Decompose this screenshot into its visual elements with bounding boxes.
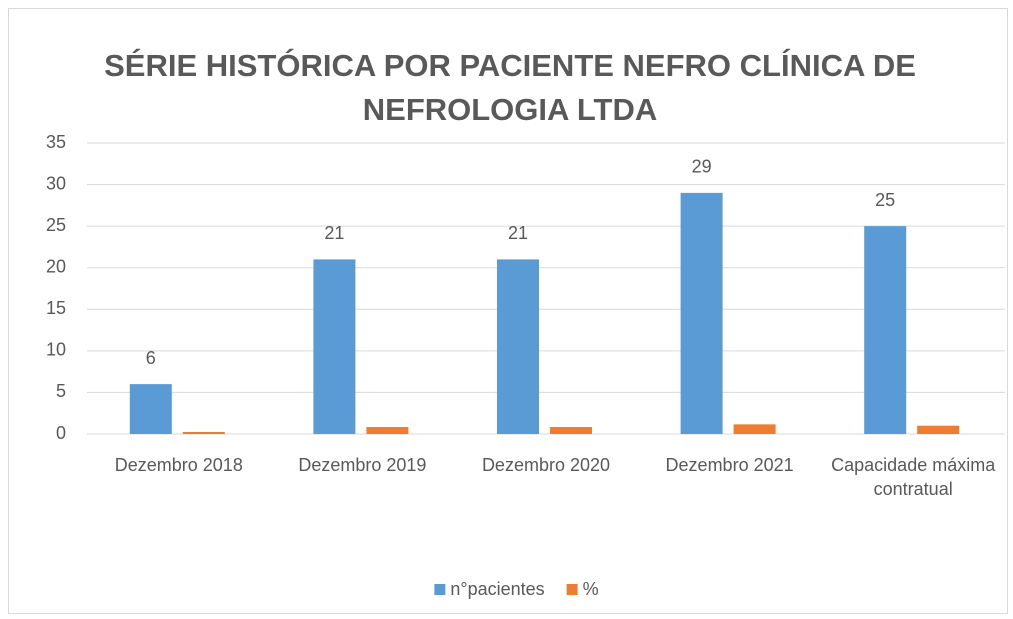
x-tick-label: Dezembro 2019	[298, 455, 427, 475]
legend-swatch	[566, 584, 578, 595]
x-tick-label: Dezembro 2021	[665, 455, 794, 475]
legend-swatch	[434, 584, 446, 595]
y-tick-label: 35	[46, 132, 66, 152]
y-tick-label: 30	[46, 173, 66, 193]
bar	[864, 226, 907, 434]
legend-label: %	[583, 579, 599, 599]
x-tick-label: Dezembro 2018	[114, 455, 243, 475]
bar	[917, 425, 960, 434]
chart-title: SÉRIE HISTÓRICA POR PACIENTE NEFRO CLÍNI…	[104, 48, 916, 127]
data-label: 29	[692, 157, 712, 177]
data-label: 6	[146, 348, 156, 368]
bar	[497, 259, 539, 434]
y-tick-label: 5	[56, 381, 66, 401]
x-tick-label: Dezembro 2020	[481, 455, 611, 475]
data-label: 21	[324, 223, 344, 243]
x-tick-label: Capacidade máxima contratual	[831, 455, 996, 499]
y-tick-label: 10	[46, 340, 66, 360]
bar	[182, 432, 225, 434]
y-tick-label: 20	[46, 256, 66, 276]
bar	[733, 424, 776, 434]
bar	[680, 192, 723, 434]
data-label: 21	[508, 223, 528, 243]
bar	[313, 259, 356, 434]
chart-frame	[8, 8, 1008, 614]
bar	[366, 427, 409, 434]
legend-label: n°pacientes	[450, 579, 544, 599]
bar	[550, 427, 592, 434]
y-tick-label: 0	[56, 423, 66, 443]
y-tick-label: 15	[46, 298, 66, 318]
bar	[129, 384, 172, 434]
y-tick-label: 25	[46, 215, 66, 235]
data-label: 25	[875, 190, 895, 210]
